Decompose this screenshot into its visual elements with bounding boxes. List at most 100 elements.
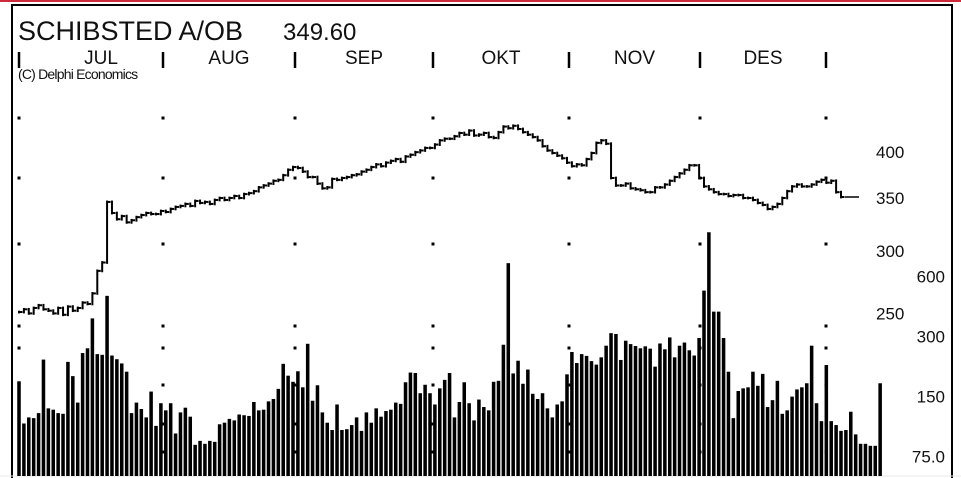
volume-bar: [85, 348, 90, 476]
volume-bar: [731, 418, 736, 476]
grid-dot: [293, 242, 297, 246]
volume-bar: [467, 403, 471, 476]
grid-dot: [824, 176, 828, 180]
volume-bar: [839, 430, 843, 476]
volume-bar: [623, 340, 628, 476]
volume-bar: [707, 232, 711, 476]
volume-bar: [320, 412, 325, 476]
volume-bar: [667, 337, 672, 476]
volume-bar: [438, 388, 442, 476]
volume-bar: [677, 345, 682, 476]
volume-bar: [286, 375, 290, 476]
volume-bar: [164, 410, 168, 476]
grid-dot: [161, 422, 165, 426]
volume-tick-label: 150: [917, 388, 945, 407]
volume-bar: [511, 373, 515, 476]
volume-bar: [457, 401, 462, 476]
price-axis-ticks: 400 350 300 250: [876, 143, 904, 323]
grid-dot: [17, 176, 21, 180]
volume-bar: [804, 383, 809, 476]
volume-bar: [785, 410, 789, 476]
volume-bar: [296, 371, 300, 476]
volume-bar: [545, 408, 550, 476]
volume-bar: [584, 355, 589, 476]
volume-bar: [144, 417, 148, 476]
grid-dot: [431, 422, 435, 426]
grid-dot: [293, 346, 297, 350]
volume-bar: [227, 418, 232, 476]
volume-bar: [486, 410, 491, 476]
volume-bar: [491, 381, 496, 476]
volume-bar: [530, 393, 535, 476]
volume-bar: [90, 318, 95, 476]
volume-bar: [653, 366, 657, 476]
volume-bar: [844, 430, 848, 476]
volume-bar: [139, 409, 144, 476]
volume-bar: [721, 338, 726, 476]
volume-bar: [878, 383, 882, 476]
grid-dot: [567, 116, 571, 120]
grid-dot: [567, 324, 571, 328]
volume-bar: [560, 401, 564, 476]
volume-bar: [345, 429, 349, 476]
volume-bar: [433, 404, 437, 476]
volume-bar: [349, 425, 354, 476]
volume-bar: [61, 413, 65, 476]
grid-dot: [293, 450, 297, 454]
volume-bar: [589, 361, 594, 476]
volume-bar: [619, 359, 623, 476]
grid-dot: [567, 450, 571, 454]
volume-bar: [614, 334, 618, 476]
volume-bar: [242, 415, 246, 476]
volume-bar: [354, 417, 359, 476]
volume-bar: [770, 400, 775, 476]
volume-bar: [658, 343, 662, 476]
grid-dot: [161, 116, 165, 120]
volume-bar: [129, 413, 134, 476]
volume-bar: [575, 363, 579, 476]
volume-bar: [232, 420, 237, 476]
volume-bar: [310, 400, 315, 476]
grid-dot: [567, 422, 571, 426]
volume-bar: [428, 393, 432, 476]
volume-bar: [359, 430, 364, 476]
volume-bar: [638, 348, 643, 476]
volume-bar: [315, 385, 320, 476]
volume-bar: [95, 354, 100, 476]
volume-bar: [301, 387, 305, 476]
volume-bar: [27, 417, 31, 476]
month-label: SEP: [345, 48, 383, 69]
volume-tick-label: 300: [917, 328, 945, 347]
grid-dot: [431, 242, 435, 246]
grid-dot: [567, 242, 571, 246]
volume-bar: [36, 413, 41, 476]
grid-dot: [698, 116, 702, 120]
volume-bar: [80, 353, 85, 476]
volume-bar: [188, 416, 193, 476]
volume-bar: [741, 388, 745, 476]
volume-bar: [261, 409, 266, 476]
volume-bar: [369, 422, 374, 476]
volume-bar: [203, 443, 207, 476]
volume-bar: [403, 382, 408, 476]
grid-dot: [431, 324, 435, 328]
volume-bar: [364, 412, 369, 476]
volume-bar: [119, 363, 124, 476]
volume-bar: [824, 365, 829, 476]
volume-bar: [22, 423, 26, 476]
volume-bar: [75, 402, 80, 476]
volume-bar: [472, 420, 476, 476]
month-label: DES: [743, 48, 782, 69]
copyright-notice: (C) Delphi Economics: [18, 66, 138, 82]
volume-bar: [760, 373, 765, 476]
volume-bar: [726, 371, 731, 476]
volume-bar: [756, 385, 760, 476]
month-label: JUL: [84, 48, 118, 69]
volume-bar: [716, 311, 721, 476]
grid-dot: [161, 176, 165, 180]
volume-bar: [477, 399, 481, 476]
grid-dot: [293, 324, 297, 328]
volume-bar: [247, 415, 251, 476]
volume-bar: [305, 343, 310, 476]
